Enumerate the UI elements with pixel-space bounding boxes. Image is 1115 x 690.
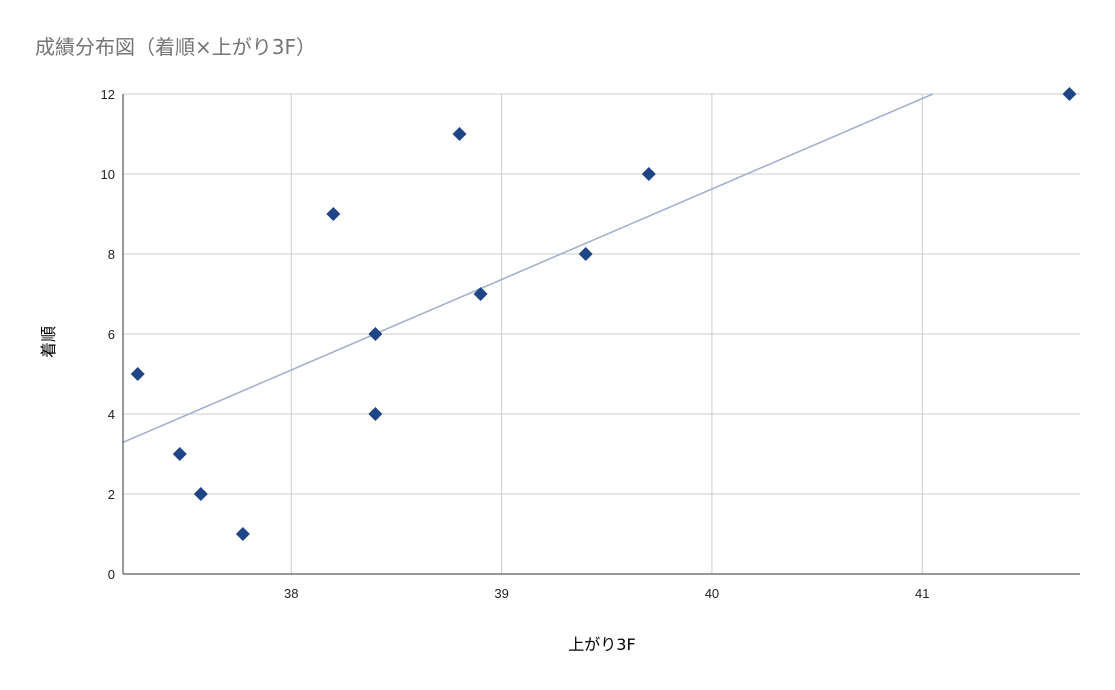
y-tick-label: 12 (101, 87, 115, 102)
axes (122, 94, 1080, 575)
data-point (368, 407, 383, 421)
y-tick-label: 2 (108, 487, 115, 502)
data-point (235, 527, 250, 541)
y-tick-label: 6 (108, 327, 115, 342)
x-tick-label: 41 (915, 586, 929, 601)
y-tick-label: 0 (108, 567, 115, 582)
data-point (130, 367, 145, 381)
x-axis-title: 上がり3F (568, 635, 635, 654)
data-point (193, 487, 208, 501)
data-point (368, 327, 383, 341)
data-point (326, 207, 341, 221)
data-points (130, 87, 1077, 541)
data-point (473, 287, 488, 301)
y-tick-labels: 0 2 4 6 8 10 12 (101, 87, 115, 582)
y-axis-title: 着順 (39, 326, 58, 358)
trendline-layer (122, 93, 934, 444)
data-point (1062, 87, 1077, 101)
data-point (641, 167, 656, 181)
x-tick-label: 40 (705, 586, 719, 601)
y-tick-label: 8 (108, 247, 115, 262)
y-tick-label: 4 (108, 407, 115, 422)
data-point (172, 447, 187, 461)
data-point (578, 247, 593, 261)
trendline (122, 93, 934, 444)
y-tick-label: 10 (101, 167, 115, 182)
x-tick-label: 38 (284, 586, 298, 601)
x-tick-labels: 38 39 40 41 (284, 586, 929, 601)
chart-title: 成績分布図（着順×上がり3F） (35, 35, 316, 59)
x-tick-label: 39 (494, 586, 508, 601)
gridlines (123, 93, 1080, 574)
data-point (452, 127, 467, 141)
